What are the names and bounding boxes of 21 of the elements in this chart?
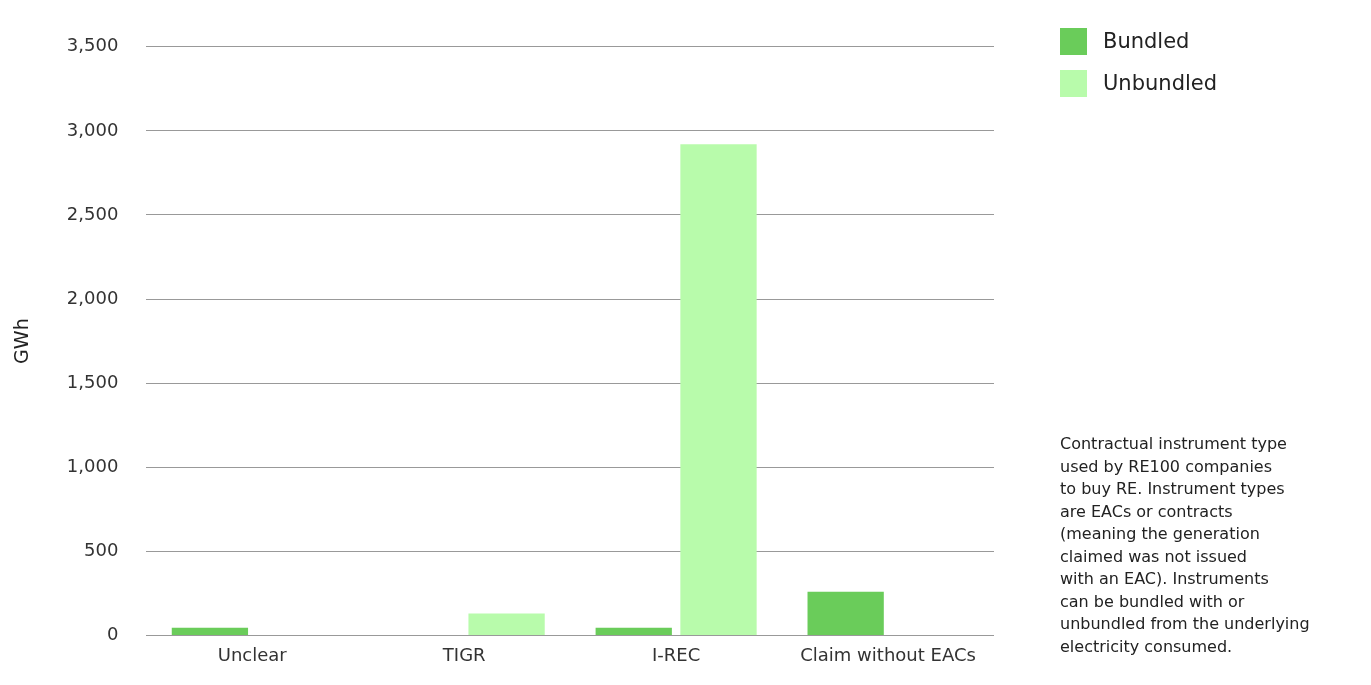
y-tick-label: 2,500	[66, 202, 119, 224]
x-tick-label: Unclear	[217, 643, 288, 665]
bar	[171, 627, 249, 635]
y-tick-label: 0	[106, 623, 119, 645]
bar	[807, 591, 884, 635]
bar	[595, 627, 672, 635]
y-axis-title: GWh	[10, 318, 33, 364]
bar	[468, 613, 545, 635]
y-tick-label: 1,500	[66, 370, 119, 392]
y-tick-label: 2,000	[66, 286, 119, 308]
x-tick-label: I-REC	[651, 643, 701, 665]
bar	[680, 144, 757, 635]
legend-label: Bundled	[1103, 29, 1190, 53]
x-tick-label: Claim without EACs	[800, 643, 976, 665]
y-tick-label: 3,500	[66, 34, 119, 56]
text: Contractual instrument type used by RE100 companies to buy RE. Instrument types are EACs or contracts (meaning the generation claimed was not issued with an EAC). Instruments can be bundled with or unbundled from the underlying electricity consumed.	[1060, 434, 1310, 656]
y-tick-label: 500	[83, 538, 119, 560]
x-tick-label: TIGR	[441, 643, 486, 665]
legend-label: Unbundled	[1103, 71, 1218, 95]
y-tick-label: 3,000	[66, 118, 119, 140]
y-tick-label: 1,000	[66, 454, 119, 476]
